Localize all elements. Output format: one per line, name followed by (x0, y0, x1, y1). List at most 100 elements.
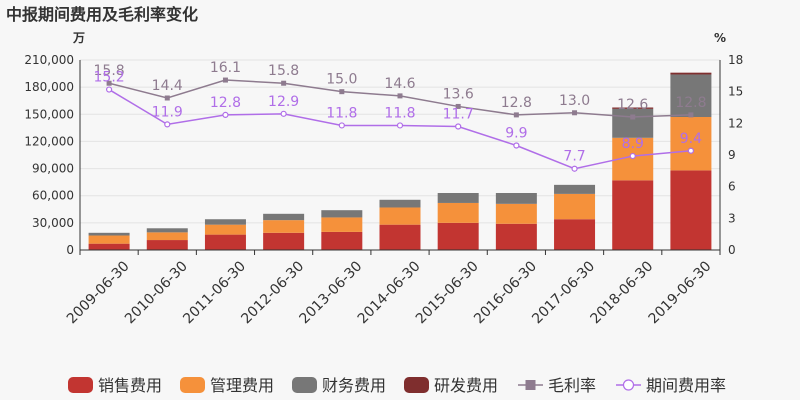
point-0-9[interactable] (630, 114, 636, 120)
legend-marker-4[interactable] (525, 380, 536, 390)
point-0-1[interactable] (164, 95, 170, 101)
left-axis-unit: 万 (72, 31, 85, 45)
bar-1-0[interactable] (88, 235, 130, 244)
bar-0-4[interactable] (321, 231, 363, 250)
y-left-tick-label: 180,000 (24, 80, 74, 94)
data-label-0-2: 16.1 (210, 60, 241, 76)
point-0-4[interactable] (339, 89, 345, 95)
y-left-tick-label: 30,000 (32, 216, 74, 230)
bar-3-10[interactable] (670, 72, 712, 75)
point-1-3[interactable] (280, 110, 287, 117)
bar-0-5[interactable] (379, 224, 421, 250)
y-right-tick-label: 6 (728, 180, 736, 194)
point-1-9[interactable] (629, 152, 636, 160)
bar-2-5[interactable] (379, 199, 421, 208)
data-label-0-10: 12.8 (675, 95, 706, 111)
point-1-0[interactable] (105, 86, 113, 93)
point-1-4[interactable] (338, 122, 345, 129)
y-right-tick-label: 0 (728, 243, 736, 257)
bar-0-6[interactable] (437, 222, 479, 250)
bar-1-10[interactable] (670, 117, 712, 171)
bar-2-3[interactable] (263, 213, 305, 221)
legend-label-0[interactable]: 销售费用 (98, 376, 162, 395)
point-0-5[interactable] (397, 93, 403, 99)
bar-series-group (88, 72, 712, 250)
point-0-0[interactable] (106, 80, 112, 86)
point-1-6[interactable] (455, 123, 462, 130)
point-0-7[interactable] (513, 112, 519, 118)
legend-label-3[interactable]: 研发费用 (434, 376, 498, 395)
data-label-0-8: 13.0 (559, 93, 590, 109)
bar-2-0[interactable] (88, 232, 130, 236)
data-label-0-9: 12.6 (617, 97, 648, 113)
bar-2-7[interactable] (495, 193, 537, 204)
right-axis-unit: % (714, 31, 726, 45)
bar-3-9[interactable] (612, 107, 654, 109)
legend-label-5[interactable]: 期间费用率 (646, 376, 726, 395)
point-1-7[interactable] (513, 142, 520, 149)
bar-2-1[interactable] (146, 228, 188, 233)
legend-swatch-3[interactable] (404, 377, 429, 393)
y-left-tick-label: 0 (66, 243, 74, 257)
legend-label-2[interactable]: 财务费用 (322, 376, 386, 395)
y-left-tick-label: 150,000 (24, 107, 74, 121)
y-right-tick-label: 15 (728, 85, 743, 99)
bar-0-2[interactable] (204, 234, 246, 250)
bar-2-10[interactable] (670, 74, 712, 117)
data-label-1-10: 9.4 (680, 131, 702, 147)
y-right-tick-label: 12 (728, 116, 743, 130)
bar-0-7[interactable] (495, 223, 537, 250)
data-label-1-1: 11.9 (152, 104, 183, 120)
legend-label-1[interactable]: 管理费用 (210, 376, 274, 395)
bar-1-8[interactable] (554, 193, 596, 220)
data-label-1-0: 15.2 (94, 70, 125, 86)
point-1-5[interactable] (396, 122, 404, 129)
point-0-6[interactable] (455, 103, 461, 109)
y-right-tick-label: 18 (728, 53, 743, 67)
bar-2-9[interactable] (612, 108, 654, 138)
line-series-1 (108, 88, 691, 170)
bar-0-10[interactable] (670, 170, 712, 250)
bar-2-2[interactable] (204, 219, 246, 225)
bar-1-2[interactable] (204, 224, 246, 235)
bar-2-8[interactable] (554, 184, 596, 194)
bar-1-7[interactable] (495, 203, 537, 224)
y-right-tick-label: 9 (728, 148, 736, 162)
data-label-1-8: 7.7 (563, 149, 585, 165)
data-label-1-7: 9.9 (505, 126, 527, 142)
data-label-0-4: 15.0 (326, 72, 357, 88)
bar-1-5[interactable] (379, 207, 421, 225)
data-label-0-0: 15.8 (94, 63, 125, 79)
bar-2-4[interactable] (321, 210, 363, 218)
legend-swatch-2[interactable] (292, 377, 317, 393)
point-1-8[interactable] (571, 165, 578, 172)
bar-1-3[interactable] (263, 220, 305, 233)
y-left-tick-label: 210,000 (24, 53, 74, 67)
bar-0-9[interactable] (612, 180, 654, 250)
legend-swatch-0[interactable] (68, 377, 93, 393)
bar-2-6[interactable] (437, 193, 479, 203)
bar-0-0[interactable] (88, 243, 130, 250)
bar-0-1[interactable] (146, 240, 188, 250)
data-label-0-7: 12.8 (501, 95, 532, 111)
bar-1-1[interactable] (146, 232, 188, 241)
data-label-1-9: 8.9 (622, 136, 644, 152)
data-label-0-6: 13.6 (443, 86, 474, 102)
bar-1-4[interactable] (321, 217, 363, 232)
point-1-2[interactable] (222, 111, 229, 118)
legend-swatch-1[interactable] (180, 377, 205, 393)
legend[interactable]: 销售费用 管理费用 财务费用 研发费用 毛利率 期间费用率 (68, 376, 726, 395)
bar-0-3[interactable] (263, 232, 305, 250)
legend-label-4[interactable]: 毛利率 (548, 376, 596, 395)
point-0-10[interactable] (688, 112, 694, 118)
point-0-3[interactable] (281, 80, 287, 86)
bar-1-6[interactable] (437, 202, 479, 223)
data-label-1-2: 12.8 (210, 95, 241, 111)
legend-marker-5[interactable] (622, 379, 635, 391)
point-1-1[interactable] (164, 121, 171, 128)
point-1-10[interactable] (687, 147, 695, 154)
bar-0-8[interactable] (554, 219, 596, 250)
point-0-2[interactable] (222, 77, 228, 83)
point-0-8[interactable] (572, 110, 578, 116)
